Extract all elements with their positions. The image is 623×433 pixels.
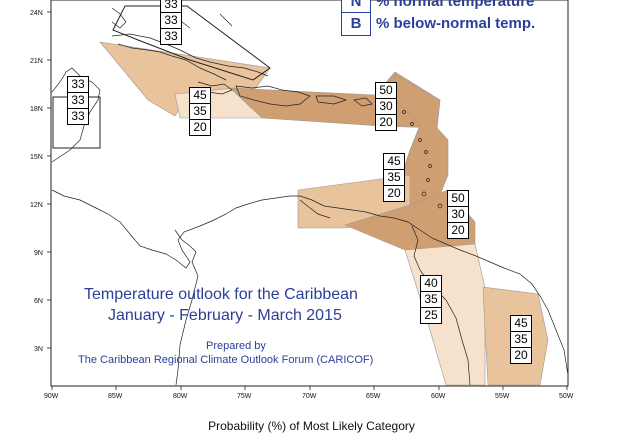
legend-below-key: B	[341, 12, 371, 36]
prob-value: 20	[376, 114, 396, 130]
lon-label: 70W	[302, 393, 317, 400]
footer-caption: Probability (%) of Most Likely Category	[208, 419, 415, 433]
legend-normal-label: % normal temperature	[376, 0, 535, 10]
lon-label: 85W	[108, 393, 123, 400]
zone-bahamas	[112, 5, 271, 81]
prob-value: 33	[68, 92, 88, 108]
lat-label: 9N	[34, 250, 43, 257]
legend-below-label: % below-normal temp.	[376, 15, 536, 32]
prob-value: 40	[424, 276, 438, 290]
prob-value: 20	[190, 119, 210, 135]
prob-value: 45	[193, 88, 207, 102]
lon-label: 65W	[366, 393, 381, 400]
prob-value: 30	[376, 98, 396, 114]
prob-value: 20	[511, 347, 531, 363]
prob-box-guyana: 40 35 25	[420, 275, 442, 324]
prob-value: 20	[448, 222, 468, 238]
lon-label: 60W	[431, 393, 446, 400]
lat-label: 18N	[30, 106, 43, 113]
lon-label: 90W	[44, 393, 59, 400]
prob-value: 50	[451, 191, 465, 205]
prepared-by-org: The Caribbean Regional Climate Outlook F…	[78, 354, 374, 366]
lat-label: 24N	[30, 10, 43, 17]
prob-box-bahamas: 33 33 33	[160, 0, 182, 45]
prob-value: 45	[387, 154, 401, 168]
map-subtitle: January - February - March 2015	[108, 307, 342, 324]
lat-label: 21N	[30, 58, 43, 65]
prob-box-belize: 33 33 33	[67, 76, 89, 125]
map-frame	[50, 0, 569, 387]
prob-box-hispaniola: 50 30 20	[375, 82, 397, 131]
prob-value: 30	[448, 206, 468, 222]
prob-value: 35	[190, 103, 210, 119]
lat-label: 12N	[30, 202, 43, 209]
lat-axis	[47, 11, 51, 349]
lat-label: 6N	[34, 298, 43, 305]
prob-value: 33	[71, 77, 85, 91]
prob-value: 33	[164, 0, 178, 11]
lat-label: 3N	[34, 346, 43, 353]
lon-label: 50W	[559, 393, 574, 400]
lon-label: 55W	[495, 393, 510, 400]
prob-value: 35	[384, 169, 404, 185]
prob-box-cuba: 45 35 20	[189, 87, 211, 136]
prob-box-windward: 45 35 20	[383, 153, 405, 202]
prob-value: 33	[161, 12, 181, 28]
prob-value: 35	[511, 331, 531, 347]
prepared-by: Prepared by	[206, 340, 266, 352]
prob-value: 33	[161, 28, 181, 44]
zone-guyana	[404, 243, 486, 386]
lat-label: 15N	[30, 154, 43, 161]
lon-axis	[51, 386, 568, 390]
map-title: Temperature outlook for the Caribbean	[84, 286, 358, 303]
lon-label: 75W	[237, 393, 252, 400]
prob-value: 25	[421, 307, 441, 323]
prob-value: 50	[379, 83, 393, 97]
prob-value: 45	[514, 316, 528, 330]
prob-box-trinidad: 50 30 20	[447, 190, 469, 239]
prob-box-suriname: 45 35 20	[510, 315, 532, 364]
prob-value: 20	[384, 185, 404, 201]
lon-label: 80W	[173, 393, 188, 400]
prob-value: 33	[68, 108, 88, 124]
prob-value: 35	[421, 291, 441, 307]
